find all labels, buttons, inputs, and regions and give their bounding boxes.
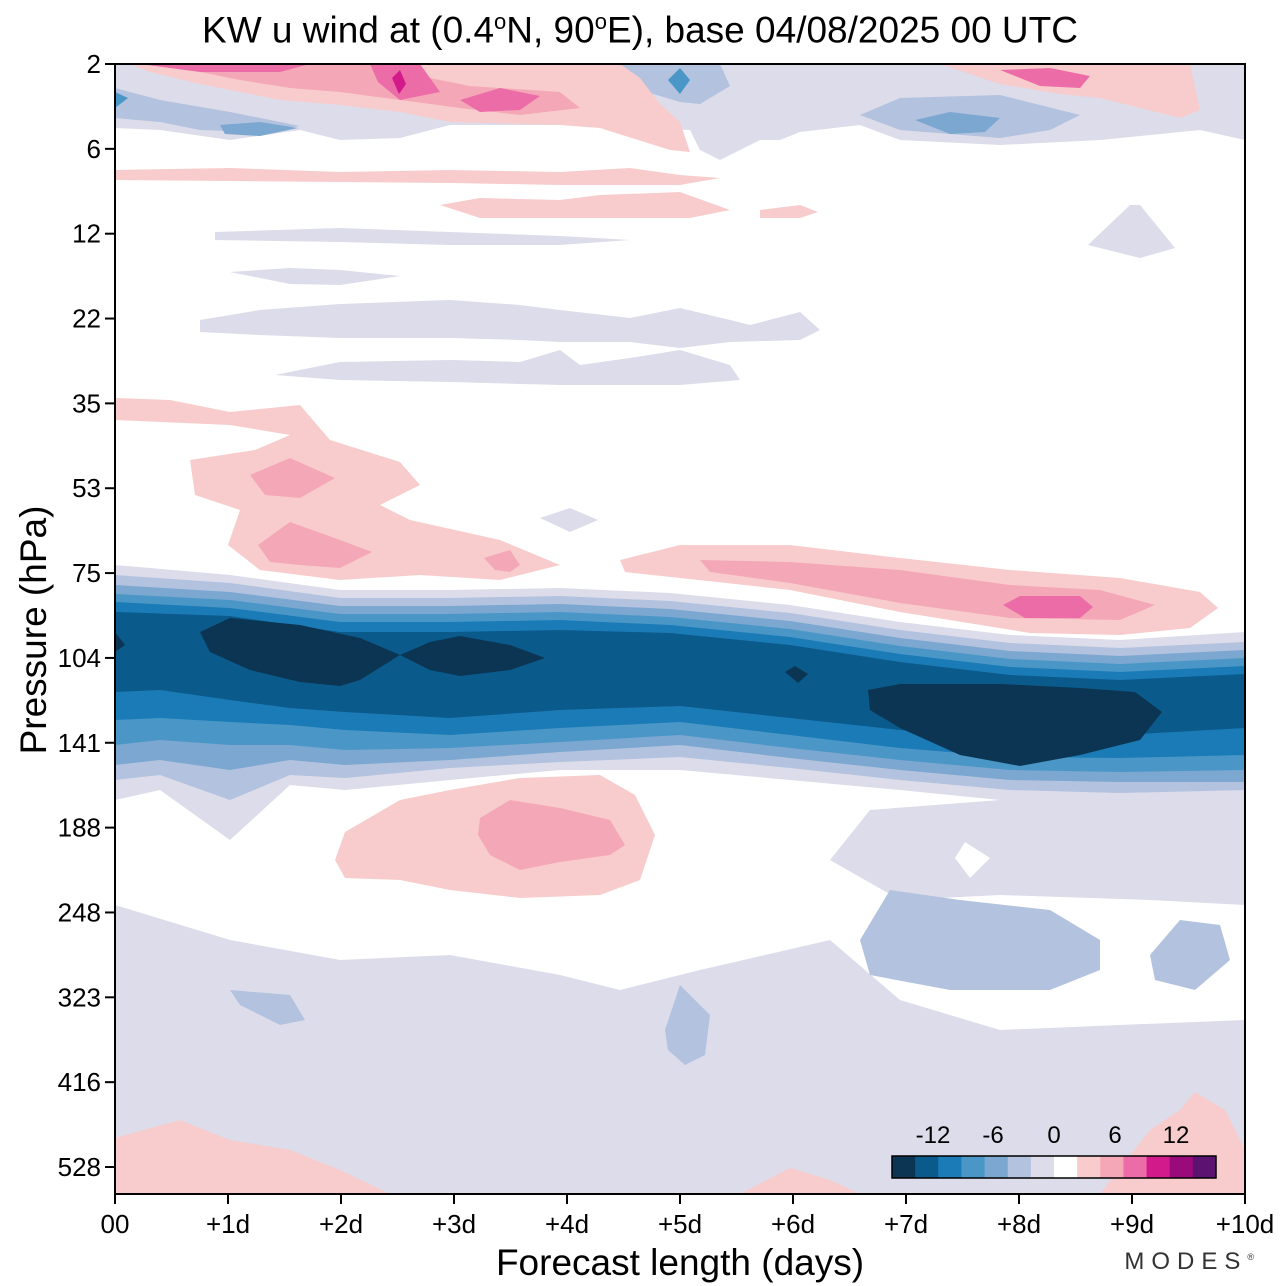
y-tick-label: 248 [58,897,101,927]
contour-neg-upper-4 [1088,205,1175,258]
contour-pos-stratos [115,398,560,580]
contour-neg-mid-blue [860,890,1100,990]
colorbar-swatch [984,1156,1009,1178]
y-tick-label: 22 [72,304,101,334]
contour-pos-eastband-3 [1003,596,1093,618]
jet-core-2 [400,636,545,676]
colorbar-swatch [938,1156,962,1178]
y-axis-label: Pressure (hPa) [13,505,54,755]
colorbar-swatch [1007,1156,1032,1178]
colorbar-swatch [892,1156,916,1178]
jet-core-5 [115,632,125,652]
x-tick-label: +5d [658,1209,702,1239]
contour-pos-bottom-left [115,1120,390,1194]
y-tick-label: 323 [58,982,101,1012]
contour-top-pink-4 [460,88,540,112]
contour-neg-upper-1 [200,300,820,348]
contour-top-pink-east-2 [1000,68,1090,88]
contour-pos-strat-band-3 [760,205,818,218]
y-tick-label: 416 [58,1067,101,1097]
y-tick-label: 12 [72,219,101,249]
colorbar: -12 -6 0 6 12 [891,1122,1217,1179]
contour-top-pink-5 [392,70,406,94]
colorbar-swatch [915,1156,939,1178]
colorbar-swatch [1146,1156,1171,1178]
x-axis-label: Forecast length (days) [495,1242,865,1283]
jet-core-4 [785,666,808,683]
y-tick-label: 6 [87,134,101,164]
contour-top-blue-3 [915,112,1000,134]
colorbar-swatch [1169,1156,1194,1178]
colorbar-swatch [961,1156,986,1178]
contour-pos-lower-white-gap [955,842,990,878]
contour-pos-stratos-2 [250,458,335,498]
contour-top-pink-6 [140,64,310,72]
colorbar-label-2: 0 [1047,1122,1060,1149]
x-tick-label: +1d [206,1209,250,1239]
x-tick-label: +10d [1216,1209,1275,1239]
contour-top-blue [115,88,300,132]
colorbar-swatches [892,1156,1217,1178]
x-axis: 00 +1d +2d +3d +4d +5d +6d +7d +8d +9d +10d [101,1194,1275,1239]
colorbar-swatch [1077,1156,1101,1178]
contour-neg-lower-2 [115,1020,1245,1190]
contour-neg-mid-grey [830,790,1245,905]
y-tick-label: 528 [58,1152,101,1182]
y-tick-label: 188 [58,813,101,843]
contour-neg-upper-2 [275,350,740,385]
x-tick-label: +6d [771,1209,815,1239]
y-tick-label: 104 [58,643,101,673]
colorbar-swatch [1192,1156,1217,1178]
x-tick-label: +7d [884,1209,928,1239]
contour-pos-stratos-3 [258,522,372,568]
x-tick-label: +9d [1110,1209,1154,1239]
contour-top-pink [130,64,690,152]
y-tick-label: 141 [58,728,101,758]
contour-neg-small-1 [1150,920,1230,990]
contour-pos-strat-band [115,168,720,185]
contour-pos-bottom-mid [740,1168,860,1194]
x-tick-label: +8d [997,1209,1041,1239]
jet-core-3 [868,684,1162,766]
colorbar-label-3: 6 [1108,1122,1121,1149]
colorbar-swatch [1054,1156,1078,1178]
y-tick-label: 35 [72,388,101,418]
contour-top-blue-4 [220,122,298,136]
contour-neg-upper-6 [215,228,630,245]
y-tick-label: 53 [72,473,101,503]
contour-top-blue-6 [668,68,690,94]
x-tick-label: +3d [432,1209,476,1239]
colorbar-label-4: 12 [1163,1122,1190,1149]
chart-title: KW u wind at (0.4oN, 90oE), base 04/08/2… [202,9,1078,51]
contour-top-blue-7 [115,92,128,108]
y-tick-label: 75 [72,558,101,588]
contour-neg-small-2 [665,985,710,1065]
contour-neg-small-3 [230,990,305,1025]
colorbar-swatch [1100,1156,1124,1178]
contour-pos-strat-band-2 [440,192,730,218]
colorbar-swatch [1123,1156,1148,1178]
x-tick-label: +2d [319,1209,363,1239]
y-axis: 2 6 12 22 35 53 75 104 141 188 248 323 416 528 [58,49,115,1182]
contour-pos-stratos-4 [484,550,520,572]
jet-core-1 [200,618,400,686]
colorbar-label-0: -12 [916,1122,951,1149]
colorbar-swatch [1030,1156,1055,1178]
colorbar-label-1: -6 [982,1122,1003,1149]
contour-field [115,64,1245,1194]
contour-pos-lower-2 [478,800,625,870]
watermark: MODES® [1124,1248,1254,1275]
x-tick-label: 00 [101,1209,130,1239]
contour-top-pink-east [940,64,1200,118]
y-tick-label: 2 [87,49,101,79]
contour-neg-upper-3 [230,268,400,285]
contour-neg-upper-5 [540,508,598,532]
colorbar-frame [891,1155,1217,1179]
x-tick-label: +4d [545,1209,589,1239]
